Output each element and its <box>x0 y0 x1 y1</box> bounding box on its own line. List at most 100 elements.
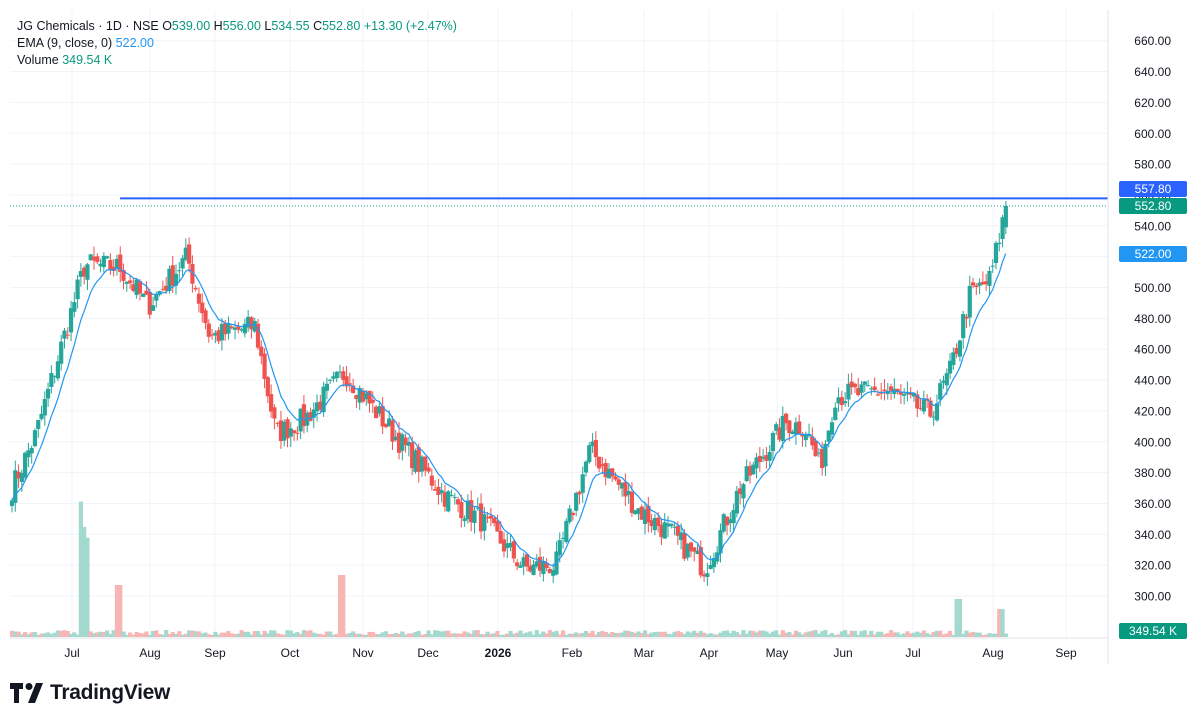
candle-body <box>226 323 231 334</box>
legend-ema-row[interactable]: EMA (9, close, 0) 522.00 <box>17 35 457 52</box>
candle-body <box>173 273 179 286</box>
volume-bar <box>105 630 110 637</box>
volume-bar <box>951 634 956 637</box>
candle-body <box>216 330 221 342</box>
y-tick-label: 580.00 <box>1134 158 1171 172</box>
legend-low-value: 534.55 <box>271 19 310 33</box>
x-axis: Jul Aug Sep Oct Nov Dec 2026 Feb Mar Apr May Jun Jul… <box>64 646 1077 660</box>
candle-body <box>219 323 225 341</box>
candle-body <box>708 564 713 569</box>
legend-volume-value: 349.54 K <box>62 53 113 67</box>
y-axis: 660.00640.00620.00600.00580.00560.00540.… <box>1134 34 1171 603</box>
legend-volume-row[interactable]: Volume 349.54 K <box>17 52 457 69</box>
candle-body <box>42 399 47 416</box>
volume-bar <box>518 630 523 637</box>
volume-bar <box>898 634 903 637</box>
volume-bar <box>688 632 694 637</box>
candle-body <box>160 288 165 290</box>
y-tick-label: 640.00 <box>1134 65 1171 79</box>
candle-body <box>72 302 77 312</box>
candle-body <box>167 268 172 291</box>
candle-body <box>111 266 116 271</box>
candle-body <box>82 267 87 277</box>
candle-body <box>249 317 254 330</box>
x-tick-label: Aug <box>139 646 160 660</box>
candle-body <box>364 393 369 400</box>
volume-bar <box>321 634 326 637</box>
volume-bar <box>229 633 234 637</box>
volume-bar <box>728 633 733 637</box>
candle-body <box>728 519 733 524</box>
volume-bar <box>232 634 238 637</box>
volume-bar <box>882 634 887 637</box>
candle-body <box>282 421 287 441</box>
candle-body <box>701 574 707 577</box>
volume-bar <box>144 631 149 637</box>
candle-body <box>787 420 792 434</box>
volume-bar <box>305 630 310 637</box>
volume-bar <box>367 632 372 637</box>
candle-body <box>882 389 887 392</box>
volume-bar <box>492 633 497 637</box>
volume-bar <box>446 630 451 637</box>
volume-bar <box>13 631 18 637</box>
candle-body <box>449 495 454 497</box>
candle-body <box>52 375 57 377</box>
volume-bar <box>206 634 211 637</box>
volume-bar <box>803 632 808 637</box>
candle-body <box>610 468 615 477</box>
candle-body <box>928 400 933 417</box>
volume-bar <box>49 634 54 637</box>
volume-bar <box>180 634 185 637</box>
volume-bar <box>78 501 83 637</box>
volume-bar <box>403 634 408 637</box>
candle-body <box>75 279 80 300</box>
x-tick-label: Mar <box>634 646 655 660</box>
x-tick-label: Feb <box>562 646 583 660</box>
volume-bar <box>1000 609 1005 637</box>
candle-body <box>646 505 651 523</box>
legend-low-label: L <box>264 19 272 33</box>
candle-body <box>606 468 612 479</box>
volume-bar <box>751 630 756 637</box>
volume-bar <box>777 634 782 637</box>
candle-body <box>357 387 362 403</box>
volume-bar <box>964 630 969 637</box>
candle-body <box>180 258 185 269</box>
volume-bar <box>68 633 74 637</box>
volume-bar <box>32 632 38 637</box>
candle-body <box>193 287 198 290</box>
candle-body <box>337 371 343 373</box>
candle-body <box>373 406 379 419</box>
candle-body <box>265 377 270 397</box>
candle-body <box>23 452 28 478</box>
volume-bar <box>196 631 202 637</box>
volume-bar <box>544 633 549 637</box>
volume-bar <box>511 633 516 637</box>
candle-body <box>301 404 307 427</box>
candle-body <box>403 437 408 446</box>
volume-bar <box>455 633 461 637</box>
candle-body <box>68 308 74 333</box>
candle-body <box>574 492 579 511</box>
volume-bar <box>823 630 828 637</box>
volume-bar <box>636 631 641 637</box>
y-tick-label: 500.00 <box>1134 281 1171 295</box>
candle-body <box>442 492 448 507</box>
candle-body <box>419 456 425 472</box>
x-tick-label: Jun <box>833 646 852 660</box>
candle-body <box>505 543 510 549</box>
candle-body <box>770 432 776 452</box>
candle-body <box>19 473 24 483</box>
ema-price-tag: 522.00 <box>1119 246 1187 262</box>
volume-bar <box>23 632 28 637</box>
volume-bar <box>501 634 507 637</box>
candle-body <box>974 285 979 288</box>
candle-body <box>298 408 303 432</box>
volume-bar <box>521 633 526 637</box>
candle-body <box>105 256 110 259</box>
volume-bar <box>865 634 871 637</box>
volume-bar <box>19 634 24 637</box>
tradingview-logo[interactable]: TradingView <box>10 681 170 705</box>
